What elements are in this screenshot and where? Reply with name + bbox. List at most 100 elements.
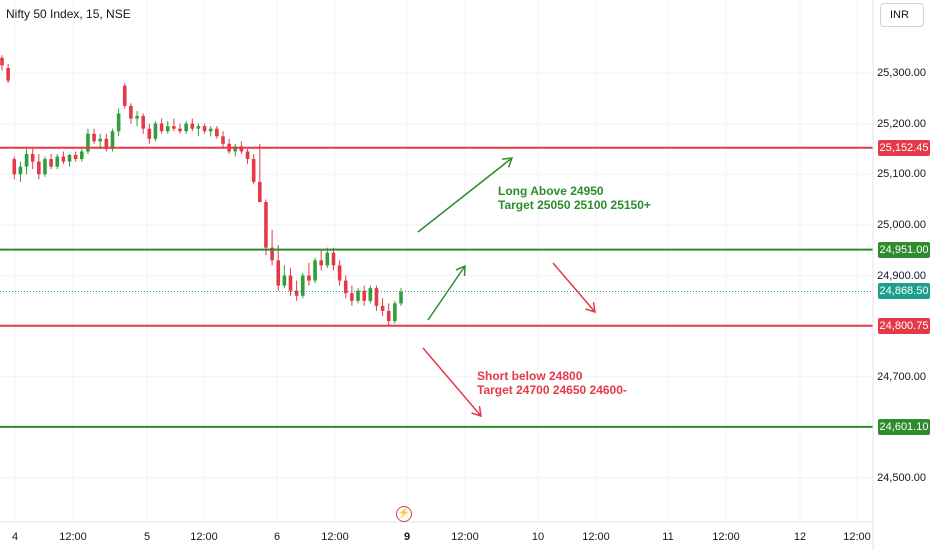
x-tick-label: 12:00 — [712, 531, 740, 543]
candle — [49, 154, 53, 170]
candle — [251, 154, 256, 185]
horizontal-levels — [0, 146, 873, 428]
candle — [196, 123, 201, 137]
y-tick-label: 25,000.00 — [877, 218, 926, 231]
candle — [331, 247, 336, 271]
candle — [178, 123, 182, 134]
candle — [208, 126, 213, 137]
candle — [135, 110, 139, 127]
candles — [0, 55, 403, 327]
candle — [288, 267, 293, 296]
candle — [399, 288, 403, 306]
candle — [18, 161, 23, 182]
level-price-tag: 24,951.00 — [878, 241, 930, 258]
arrow-long-target[interactable] — [417, 157, 514, 233]
long-annotation: Long Above 24950 Target 25050 25100 2515… — [498, 184, 651, 212]
candle — [202, 123, 207, 134]
y-tick-label: 25,300.00 — [877, 67, 926, 79]
candle — [245, 148, 250, 165]
candle — [356, 288, 360, 304]
candle — [190, 118, 195, 132]
candle — [141, 113, 145, 134]
candle — [12, 156, 17, 180]
candle — [337, 260, 342, 286]
x-tick-label: 4 — [11, 531, 19, 543]
candle — [67, 154, 72, 167]
candle — [350, 285, 354, 306]
level-price-tag: 25,152.45 — [878, 139, 930, 156]
candle — [24, 148, 29, 175]
candle — [153, 121, 158, 142]
candle — [221, 131, 225, 149]
candle — [215, 126, 219, 139]
candle — [307, 262, 311, 286]
candle — [43, 156, 47, 177]
candle — [147, 123, 152, 144]
x-tick-label: 12 — [793, 531, 807, 543]
candle — [374, 285, 379, 311]
candle — [0, 55, 4, 71]
candle — [258, 143, 262, 203]
candle — [159, 118, 164, 134]
candle — [86, 128, 90, 154]
x-tick-label: 6 — [273, 531, 281, 543]
candle — [61, 151, 66, 165]
arrow-rejection[interactable] — [552, 262, 596, 314]
candle — [122, 83, 127, 109]
last-price-tag: 24,868.50 — [878, 283, 930, 300]
candle — [172, 118, 176, 132]
candle — [368, 285, 373, 304]
candle — [294, 280, 299, 301]
candle — [233, 143, 238, 157]
lightning-icon[interactable]: ⚡ — [396, 506, 412, 522]
candle — [325, 247, 330, 268]
candle — [319, 250, 323, 271]
candle — [393, 300, 397, 324]
chart-title: Nifty 50 Index, 15, NSE — [6, 7, 131, 21]
candle — [98, 133, 103, 149]
candle — [313, 257, 317, 284]
x-tick-label: 12:00 — [190, 531, 218, 543]
x-tick-label: 10 — [531, 531, 545, 543]
candle — [37, 154, 41, 180]
x-tick-label: 12:00 — [321, 531, 349, 543]
y-tick-label: 25,100.00 — [877, 168, 926, 181]
level-price-tag: 24,800.75 — [878, 317, 930, 334]
level-price-tag: 24,601.10 — [878, 418, 930, 435]
candle — [6, 63, 10, 84]
grid — [0, 0, 873, 522]
candle — [104, 133, 109, 152]
candle — [80, 148, 84, 162]
candle — [270, 229, 274, 266]
x-tick-label: 11 — [662, 531, 674, 543]
x-tick-label: 12:00 — [843, 531, 871, 543]
candle — [165, 121, 170, 134]
candle — [73, 151, 78, 162]
candle — [30, 148, 35, 170]
candle — [380, 298, 385, 316]
x-tick-label: 5 — [143, 531, 151, 543]
short-annotation: Short below 24800 Target 24700 24650 246… — [477, 369, 627, 397]
candle — [300, 272, 305, 299]
arrow-short-target[interactable] — [422, 347, 482, 418]
candle — [92, 128, 96, 144]
candle — [227, 138, 231, 154]
candle — [343, 275, 348, 299]
y-tick-label: 24,900.00 — [877, 269, 926, 282]
x-tick-label: 9 — [403, 531, 411, 543]
x-tick-label: 12:00 — [451, 531, 479, 543]
y-tick-label: 25,200.00 — [877, 117, 926, 130]
arrows — [417, 157, 596, 418]
candle — [282, 265, 287, 289]
y-tick-label: 24,500.00 — [877, 472, 926, 484]
candle — [129, 103, 133, 124]
arrow-long-breakout[interactable] — [427, 264, 466, 321]
candle — [276, 245, 281, 291]
x-tick-label: 12:00 — [59, 531, 87, 543]
currency-selector[interactable]: INR — [880, 3, 924, 27]
candle — [362, 285, 366, 306]
candle — [55, 154, 60, 170]
y-tick-label: 24,700.00 — [877, 370, 926, 383]
x-tick-label: 12:00 — [582, 531, 610, 543]
